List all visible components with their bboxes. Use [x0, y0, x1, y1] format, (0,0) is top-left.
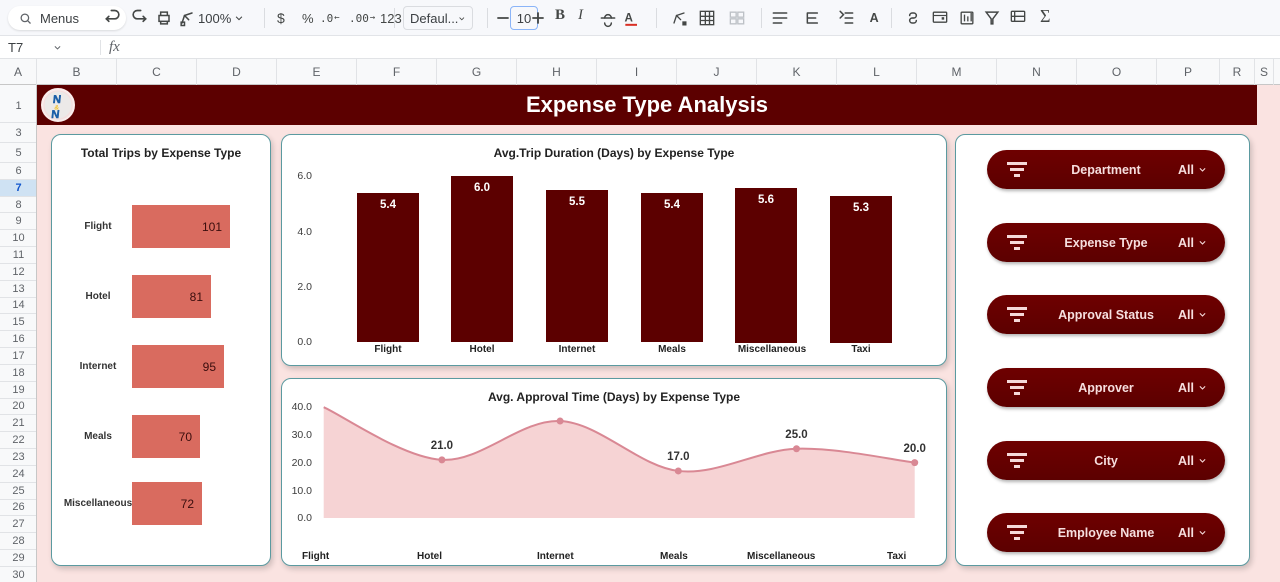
svg-text:N: N	[51, 109, 60, 121]
svg-text:A: A	[625, 11, 634, 24]
svg-text:A: A	[870, 11, 879, 25]
